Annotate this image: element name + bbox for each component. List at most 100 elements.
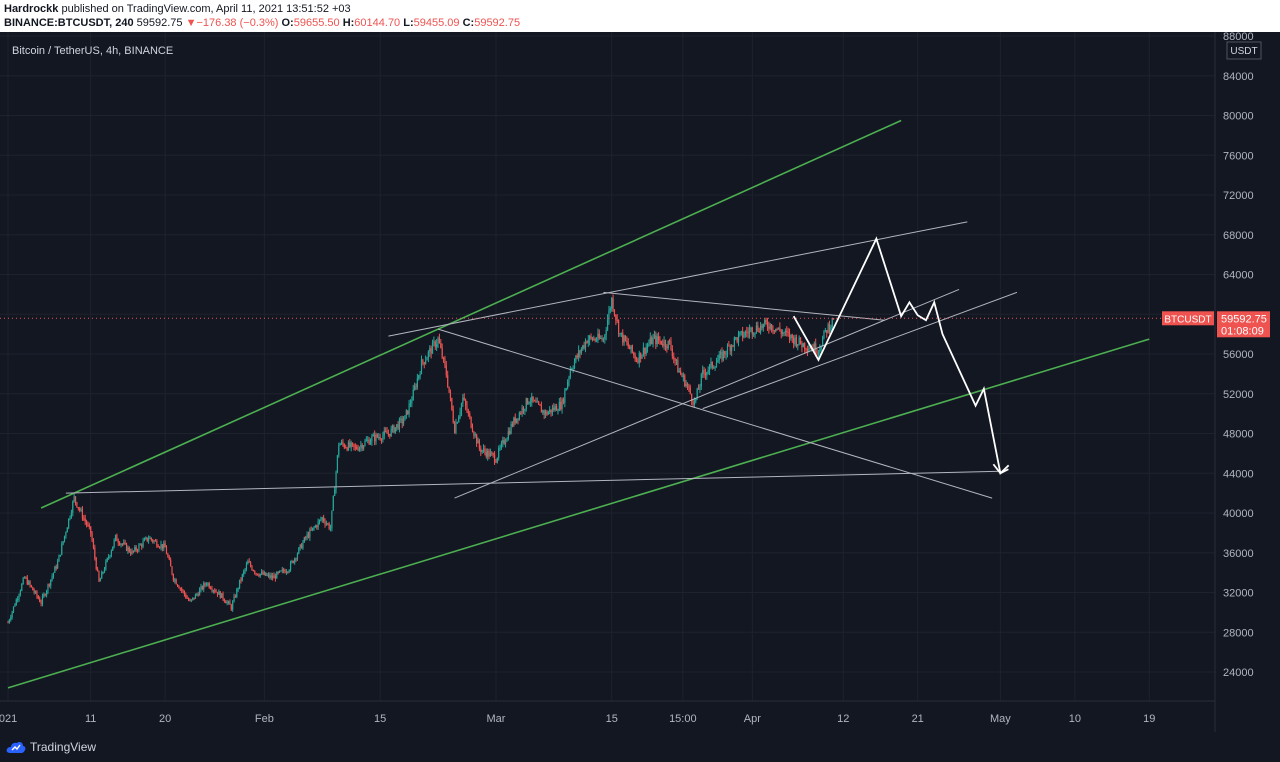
candle-body	[317, 521, 319, 528]
candle-body	[659, 340, 661, 342]
candle-body	[211, 588, 213, 591]
candle-body	[488, 450, 490, 457]
projection-arrowhead	[992, 463, 1009, 475]
candle-body	[633, 352, 635, 355]
candle-body	[543, 410, 545, 415]
candle-body	[305, 537, 307, 539]
candle-body	[289, 562, 292, 571]
price-axis[interactable]: 24000 28000 32000 36000 40000 44000 48000 52000…	[1223, 31, 1254, 679]
candle-body	[51, 576, 53, 580]
candle-body	[507, 431, 509, 439]
ohlc-line: BINANCE:BTCUSDT, 240 59592.75 ▼−176.38 (…	[4, 17, 520, 29]
candle-body	[165, 547, 168, 555]
candle-body	[314, 525, 316, 528]
candle-body	[28, 581, 30, 585]
candle-body	[449, 392, 452, 398]
candle-body	[338, 445, 340, 456]
candle-body	[254, 570, 256, 574]
candlesticks	[7, 294, 835, 624]
candle-body	[194, 594, 197, 599]
candle-body	[575, 355, 577, 362]
candle-body	[72, 501, 74, 513]
candle-body	[196, 594, 198, 596]
candle-body	[652, 336, 654, 345]
candle-body	[669, 340, 671, 342]
candle-body	[649, 337, 651, 344]
candle-body	[500, 442, 503, 448]
candle-body	[223, 599, 225, 602]
candle-body	[62, 541, 64, 545]
candle-body	[240, 579, 242, 581]
candle-body	[172, 574, 174, 581]
candle-body	[722, 351, 724, 360]
author-name[interactable]: Hardrockk	[4, 3, 59, 15]
candle-body	[11, 611, 13, 618]
candle-body	[677, 360, 679, 373]
candle-body	[243, 571, 245, 575]
candle-body	[532, 396, 534, 401]
candle-body	[419, 373, 421, 376]
candle-body	[90, 526, 92, 534]
candle-body	[721, 352, 723, 360]
candle-body	[539, 404, 541, 406]
candle-body	[430, 348, 432, 354]
candle-body	[746, 331, 748, 333]
candle-body	[726, 345, 729, 354]
candle-body	[255, 573, 257, 575]
candle-body	[374, 434, 376, 442]
candle-body	[171, 566, 173, 575]
candle-body	[731, 345, 733, 352]
candle-body	[291, 560, 293, 563]
x-tick-label: Apr	[744, 713, 761, 725]
candle-body	[798, 337, 800, 345]
candle-body	[784, 330, 786, 333]
currency-badge[interactable]	[1226, 41, 1262, 60]
candle-body	[269, 574, 271, 578]
candle-body	[510, 423, 512, 434]
candle-body	[378, 437, 380, 439]
candle-body	[153, 540, 155, 542]
candle-body	[593, 338, 595, 340]
candle-body	[401, 418, 403, 424]
candle-body	[281, 569, 283, 571]
candle-body	[391, 425, 394, 429]
candle-body	[117, 541, 119, 543]
candle-body	[613, 309, 616, 315]
y-tick-label: 28000	[1223, 627, 1254, 639]
price-chart[interactable]: 24000 28000 32000 36000 40000 44000 48000 52000…	[0, 31, 1280, 732]
candle-body	[558, 401, 560, 411]
candle-body	[725, 353, 727, 355]
candle-body	[671, 349, 673, 357]
candle-body	[493, 454, 496, 462]
candle-body	[321, 517, 323, 520]
candle-body	[389, 433, 391, 437]
candle-body	[105, 561, 107, 570]
candle-body	[12, 606, 15, 612]
tradingview-logo[interactable]: TradingView	[6, 740, 96, 754]
candle-body	[425, 360, 427, 364]
chart-area[interactable]: 24000 28000 32000 36000 40000 44000 48000 52000…	[0, 31, 1280, 732]
candle-body	[92, 540, 95, 548]
candle-body	[580, 349, 582, 353]
candle-body	[754, 332, 756, 334]
candle-body	[615, 314, 617, 320]
candle-body	[776, 328, 778, 330]
candle-body	[32, 586, 34, 591]
candle-body	[128, 547, 130, 552]
candle-body	[708, 364, 711, 371]
candle-body	[309, 529, 311, 538]
candle-body	[476, 434, 478, 444]
candle-body	[414, 386, 416, 390]
candle-body	[551, 407, 554, 413]
candle-body	[706, 372, 708, 376]
time-axis[interactable]: 021 11 20 Feb 15 Mar 15 15:00 Apr 12 21 May 10 19	[0, 713, 1155, 725]
candle-body	[287, 571, 289, 573]
candle-body	[762, 323, 764, 328]
low-label: L:	[403, 17, 414, 29]
candle-body	[498, 448, 500, 458]
candle-body	[619, 333, 621, 335]
candle-body	[609, 308, 611, 311]
candle-body	[688, 386, 690, 388]
candle-body	[280, 570, 282, 572]
candle-body	[63, 535, 66, 542]
